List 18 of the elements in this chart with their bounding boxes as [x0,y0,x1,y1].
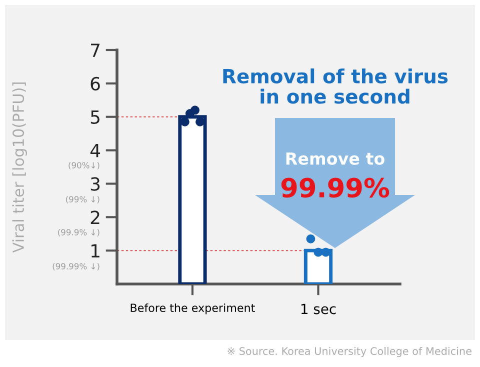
text: (99.99% ↓) [52,262,100,270]
y-tick-label: 2 [90,210,100,224]
text: (99.9% ↓) [58,228,100,236]
x-tick-label: 1 sec [301,304,336,314]
y-tick-label: 1 [92,244,100,258]
annotation: Removal of the virus in one second [223,68,448,104]
y-tick-label: 5 [90,110,100,124]
y-tick-label: 3 [90,177,100,191]
y-axis-title: Viral titer [log10(PFU)] [12,82,28,253]
text: (90%↓) [68,162,100,170]
annotation: 99.99% [281,178,390,198]
y-tick-label: 7 [91,44,100,57]
annotation: Remove to [286,152,384,165]
text: ※ Source. Korea University College of Medicine [228,346,472,358]
x-tick-label: Before the experiment [130,303,255,314]
text: (99% ↓) [66,196,100,204]
y-tick-label: 4 [90,144,100,158]
y-tick-label: 6 [90,76,100,91]
